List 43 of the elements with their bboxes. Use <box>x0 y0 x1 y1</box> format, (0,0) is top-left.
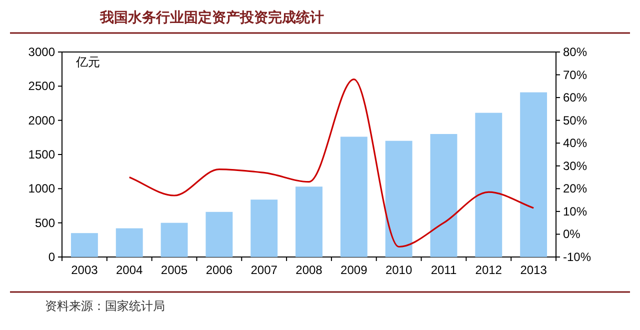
bar <box>340 136 368 257</box>
y2-tick-label: 40% <box>563 136 588 150</box>
bar <box>385 140 412 257</box>
bar <box>475 112 502 257</box>
x-tick-label: 2010 <box>385 263 412 277</box>
x-tick-label: 2006 <box>206 263 233 277</box>
y-tick-label: 1000 <box>28 182 56 196</box>
y2-tick-label: 60% <box>563 90 588 105</box>
line-series <box>128 78 534 248</box>
bar <box>70 233 98 257</box>
bar <box>250 200 278 257</box>
bar <box>296 186 322 257</box>
y-tick-label: 0 <box>48 250 56 264</box>
y-tick-label: 3000 <box>28 45 56 59</box>
y2-tick-label: 10% <box>563 204 588 218</box>
y2-tick-label: 80% <box>563 45 588 59</box>
y2-tick-label: -10% <box>563 250 592 264</box>
x-tick-label: 2008 <box>296 263 323 277</box>
y-tick-label: 500 <box>34 216 56 230</box>
x-tick-label: 2003 <box>71 263 98 277</box>
bar <box>160 222 188 257</box>
x-tick-label: 2005 <box>160 263 188 277</box>
bar <box>520 92 548 257</box>
chart-title: 我国水务行业固定资产投资完成统计 <box>99 9 324 25</box>
x-tick-label: 2011 <box>430 263 457 277</box>
x-tick-label: 2004 <box>116 263 144 277</box>
text: 资料来源：国家统计局 <box>45 299 165 313</box>
y-tick-label: 2500 <box>28 79 56 94</box>
bar <box>206 212 233 257</box>
bar <box>116 228 143 257</box>
x-tick-label: 2007 <box>250 263 278 277</box>
y2-tick-label: 30% <box>563 158 588 173</box>
y2-tick-label: 50% <box>563 113 588 128</box>
y2-tick-label: 20% <box>563 182 588 196</box>
y2-tick-label: 70% <box>563 68 588 82</box>
x-tick-label: 2012 <box>475 263 502 277</box>
y2-tick-label: 0% <box>563 227 581 242</box>
y-tick-label: 2000 <box>28 113 56 128</box>
y-axis-title: 亿元 <box>75 55 100 69</box>
y-tick-label: 1500 <box>28 148 56 162</box>
bar <box>430 134 458 257</box>
x-tick-label: 2009 <box>340 263 368 277</box>
x-tick-label: 2013 <box>520 263 548 277</box>
